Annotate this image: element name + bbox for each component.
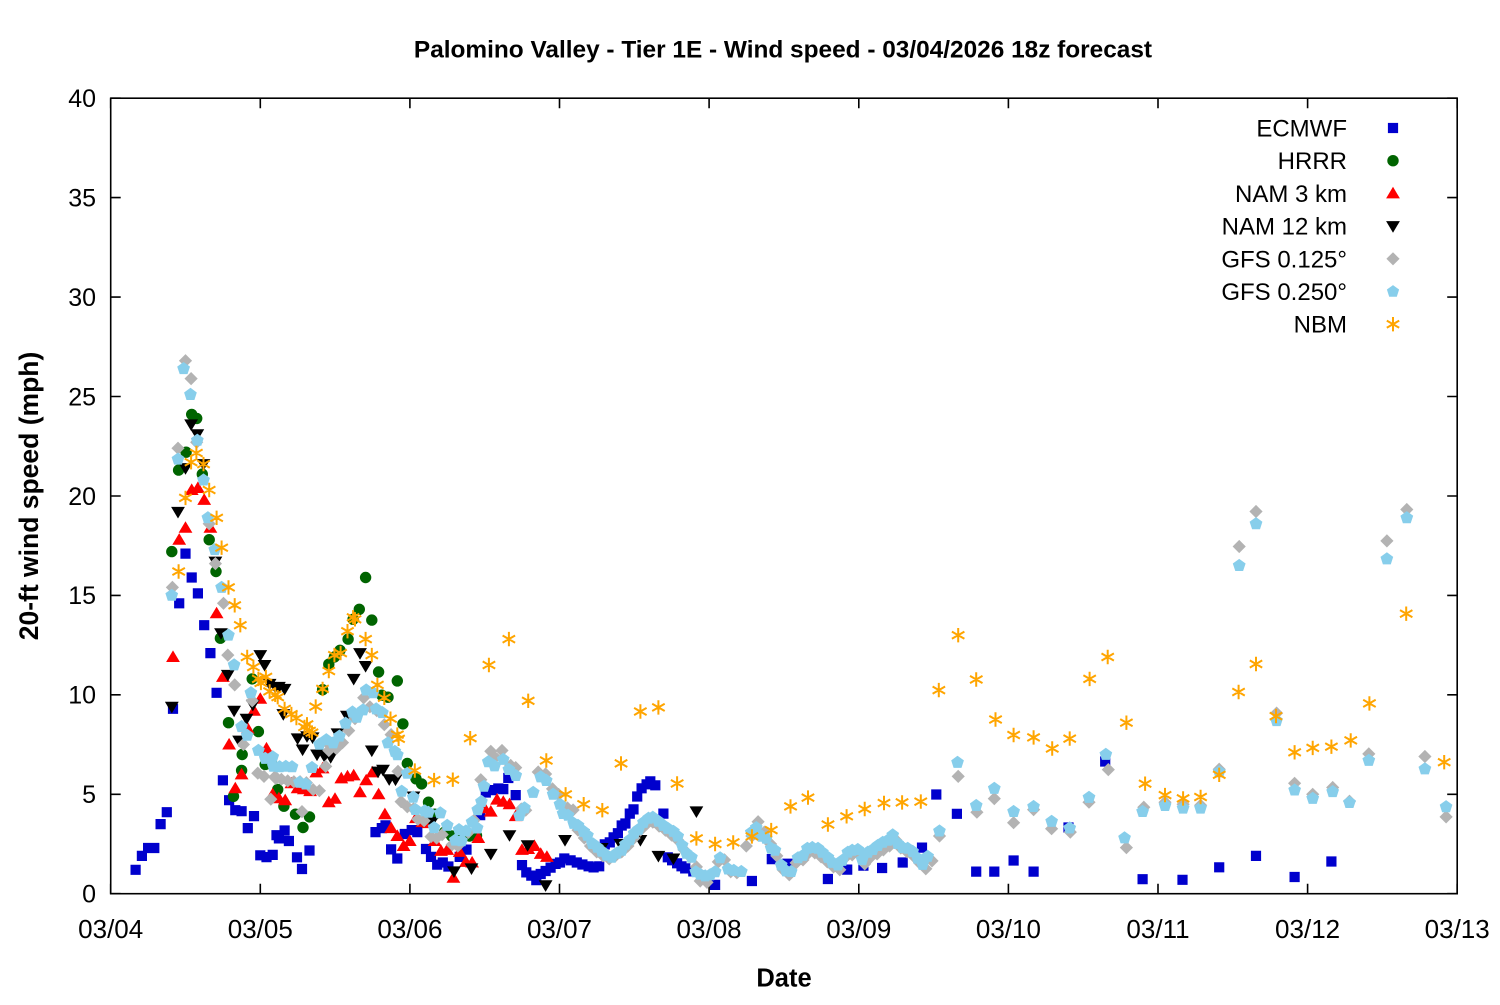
svg-text:03/08: 03/08	[677, 914, 742, 944]
svg-text:35: 35	[68, 184, 96, 212]
svg-text:GFS 0.125°: GFS 0.125°	[1221, 246, 1347, 273]
svg-text:20: 20	[68, 483, 96, 511]
svg-text:0: 0	[82, 881, 96, 909]
svg-text:Palomino Valley - Tier 1E - Wi: Palomino Valley - Tier 1E - Wind speed -…	[414, 37, 1152, 64]
svg-text:03/10: 03/10	[976, 914, 1041, 944]
svg-text:03/11: 03/11	[1126, 914, 1189, 944]
svg-text:ECMWF: ECMWF	[1256, 116, 1347, 143]
svg-text:NAM 12 km: NAM 12 km	[1222, 214, 1347, 241]
svg-text:03/06: 03/06	[377, 914, 442, 944]
svg-text:03/12: 03/12	[1275, 914, 1340, 944]
svg-text:03/07: 03/07	[527, 914, 592, 944]
svg-text:20-ft wind speed (mph): 20-ft wind speed (mph)	[14, 352, 44, 641]
svg-text:GFS 0.250°: GFS 0.250°	[1221, 279, 1347, 306]
svg-text:NBM: NBM	[1294, 312, 1347, 339]
svg-text:Date: Date	[756, 965, 811, 993]
svg-text:40: 40	[68, 85, 96, 113]
svg-text:10: 10	[68, 682, 96, 710]
svg-text:15: 15	[68, 582, 96, 610]
svg-text:30: 30	[68, 284, 96, 312]
svg-text:NAM 3 km: NAM 3 km	[1235, 181, 1347, 208]
svg-text:HRRR: HRRR	[1278, 148, 1347, 175]
svg-text:03/09: 03/09	[826, 914, 891, 944]
svg-text:5: 5	[82, 781, 96, 809]
svg-text:03/13: 03/13	[1425, 914, 1490, 944]
svg-text:25: 25	[68, 383, 96, 411]
svg-text:03/04: 03/04	[78, 914, 143, 944]
svg-text:03/05: 03/05	[228, 914, 293, 944]
